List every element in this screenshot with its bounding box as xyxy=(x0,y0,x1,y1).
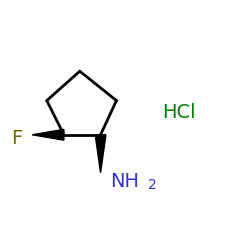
Polygon shape xyxy=(95,135,106,173)
Text: HCl: HCl xyxy=(162,103,195,122)
Text: NH: NH xyxy=(110,172,139,191)
Text: F: F xyxy=(11,129,22,148)
Text: 2: 2 xyxy=(148,178,157,192)
Polygon shape xyxy=(32,130,64,140)
